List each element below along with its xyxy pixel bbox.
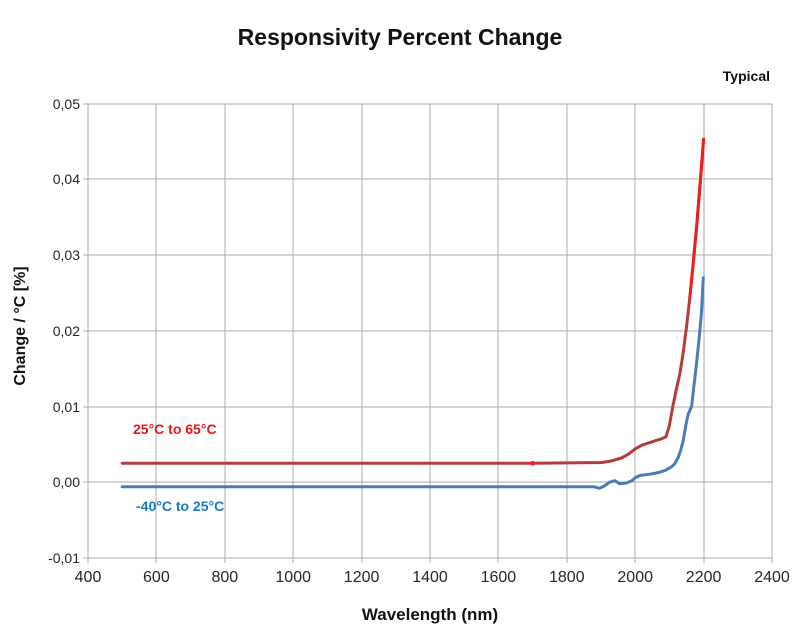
y-tick-label: -0,01 [48, 550, 80, 566]
series-line-0-tip [688, 137, 706, 299]
x-tick-label: 1200 [343, 569, 380, 586]
x-tick-label: 2400 [754, 569, 790, 586]
x-tick-label: 2000 [617, 569, 653, 586]
y-tick-label: 0,02 [52, 322, 80, 339]
y-tick-label: 0,00 [52, 474, 80, 491]
y-tick-label: 0,04 [52, 171, 80, 188]
x-tick-label: 400 [74, 569, 102, 586]
x-tick-label: 1600 [480, 569, 517, 586]
series-label-cold: -40°C to 25°C [136, 498, 225, 514]
x-tick-label: 800 [211, 569, 239, 586]
series-line-1 [120, 276, 705, 490]
x-tick-label: 600 [143, 569, 170, 586]
series-label-hot: 25°C to 65°C [133, 421, 217, 437]
y-tick-label: 0,05 [52, 95, 80, 112]
series-marker-dot [530, 460, 535, 466]
x-tick-label: 1000 [275, 569, 311, 586]
x-axis-title: Wavelength (nm) [361, 605, 499, 624]
chart-title: Responsivity Percent Change [237, 24, 563, 50]
x-tick-label: 1400 [412, 569, 448, 586]
y-tick-label: 0,03 [52, 247, 80, 263]
y-tick-label: 0,01 [52, 398, 80, 415]
series-line-0 [120, 137, 706, 465]
x-tick-label: 1800 [549, 569, 585, 586]
typical-note: Typical [722, 68, 770, 84]
x-tick-label: 2200 [685, 569, 722, 586]
